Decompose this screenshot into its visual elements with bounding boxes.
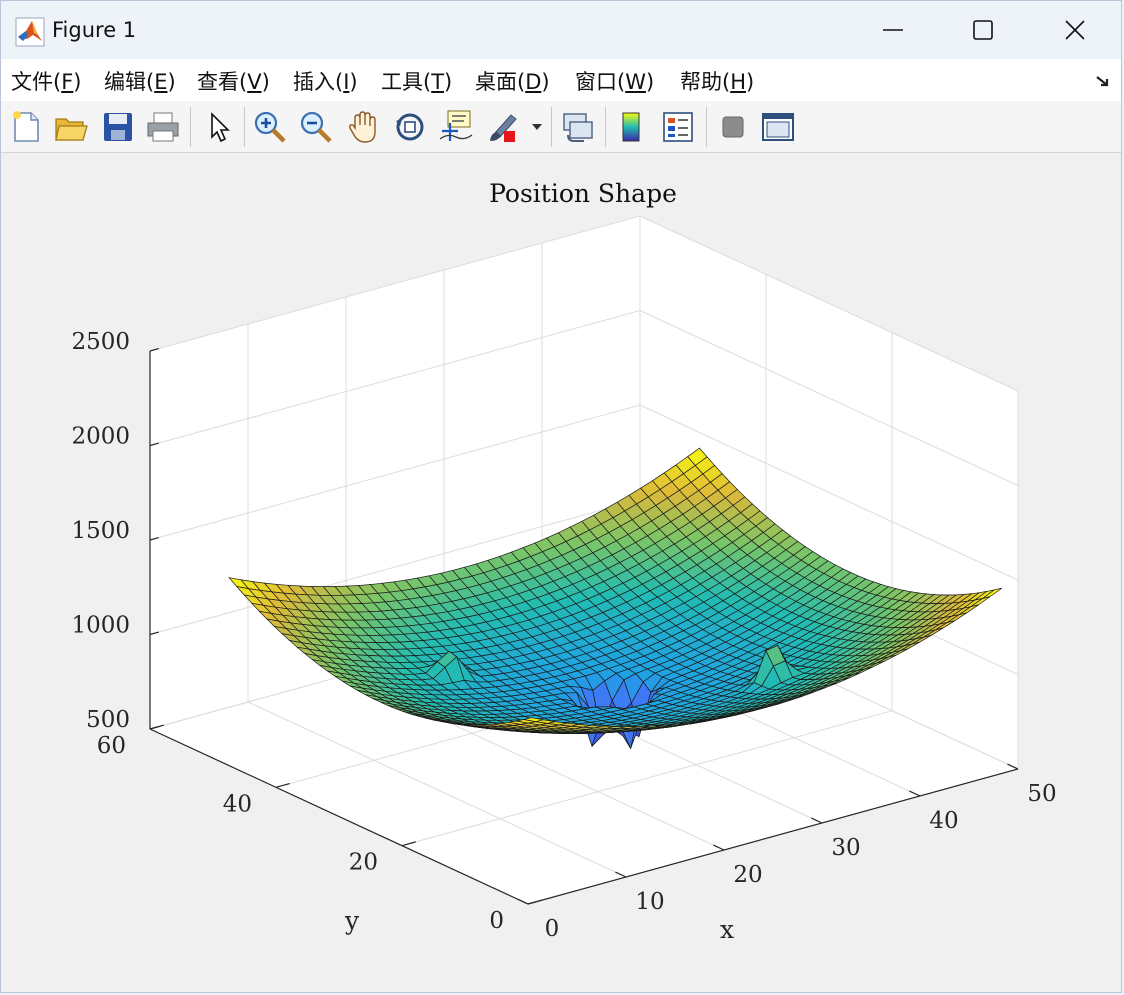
minimize-icon <box>883 29 903 31</box>
toolbar-separator <box>551 107 552 147</box>
toolbar-separator <box>190 107 191 147</box>
matlab-logo-icon <box>15 17 45 47</box>
pan-hand-icon[interactable] <box>346 109 382 145</box>
title-bar[interactable]: Figure 1 <box>1 1 1121 59</box>
brush-dropdown-icon[interactable] <box>527 109 547 145</box>
legend-icon[interactable] <box>660 109 696 145</box>
surface-patch <box>523 717 544 722</box>
dock-arrow-icon[interactable] <box>1093 71 1113 91</box>
toolbar-separator <box>605 107 606 147</box>
plot-title: Position Shape <box>489 179 677 208</box>
rotate-3d-icon[interactable] <box>392 109 428 145</box>
z-tick <box>149 442 159 447</box>
y-tick-label: 60 <box>97 733 126 759</box>
maximize-icon <box>973 20 993 40</box>
brush-icon[interactable] <box>485 109 521 145</box>
z-gridline <box>639 310 1019 486</box>
y-axis-label: y <box>344 906 360 935</box>
menu-window[interactable]: 窗口(W) <box>575 70 655 94</box>
z-tick-label: 1500 <box>71 518 130 544</box>
edit-plot-arrow-icon[interactable] <box>201 109 237 145</box>
y-gridline <box>401 710 893 847</box>
x-tick-label: 30 <box>831 835 860 861</box>
z-tick <box>149 347 159 352</box>
menu-tools[interactable]: 工具(T) <box>381 70 453 94</box>
y-tick-label: 20 <box>349 850 378 876</box>
x-axis-line <box>527 768 1019 905</box>
menu-file[interactable]: 文件(F) <box>11 70 82 94</box>
z-tick-label: 2000 <box>71 424 130 450</box>
z-gridline <box>149 310 641 446</box>
x-tick <box>517 898 529 905</box>
zoom-in-icon[interactable] <box>252 109 288 145</box>
minimize-button[interactable] <box>847 1 939 59</box>
link-plot-icon[interactable] <box>560 109 596 145</box>
z-tick <box>149 631 159 636</box>
z-gridline <box>639 215 1019 392</box>
y-axis-line <box>149 728 529 905</box>
x-tick <box>713 844 725 851</box>
hide-plot-tools-icon[interactable] <box>715 109 751 145</box>
z-gridline <box>149 499 641 635</box>
z-tick <box>149 536 159 541</box>
y-tick-label: 0 <box>489 908 504 934</box>
save-icon[interactable] <box>100 109 136 145</box>
menu-insert[interactable]: 插入(I) <box>293 70 358 94</box>
x-gridline <box>247 701 627 878</box>
z-tick-label: 500 <box>86 707 130 733</box>
figure-canvas[interactable]: 0 10 20 30 40 50 0 20 40 60 500 1000 1500 2000 2500 Po… <box>1 153 1121 992</box>
menu-desktop[interactable]: 桌面(D) <box>475 70 550 94</box>
x-tick <box>811 817 823 824</box>
z-tick-label: 2500 <box>71 329 130 355</box>
zoom-out-icon[interactable] <box>298 109 334 145</box>
print-icon[interactable] <box>145 109 181 145</box>
x-tick-label: 50 <box>1027 781 1056 807</box>
x-tick-label: 20 <box>733 862 762 888</box>
data-cursor-icon[interactable] <box>438 109 474 145</box>
x-tick-label: 10 <box>635 889 664 915</box>
maximize-button[interactable] <box>937 1 1029 59</box>
y-tick <box>275 782 290 788</box>
close-icon <box>1065 20 1085 40</box>
x-tick <box>615 871 627 878</box>
x-axis-label: x <box>720 915 734 944</box>
colorbar-icon[interactable] <box>614 109 650 145</box>
x-tick <box>1007 763 1019 770</box>
z-gridline <box>149 404 641 541</box>
menu-edit[interactable]: 编辑(E) <box>104 70 176 94</box>
z-gridline <box>639 404 1019 581</box>
close-button[interactable] <box>1029 1 1121 59</box>
z-tick-label: 1000 <box>71 613 130 639</box>
window-title: Figure 1 <box>52 18 137 42</box>
menu-help[interactable]: 帮助(H) <box>680 70 755 94</box>
menu-bar: 文件(F) 编辑(E) 查看(V) 插入(I) 工具(T) 桌面(D) 窗口(W… <box>1 59 1121 102</box>
x-tick-label: 40 <box>929 808 958 834</box>
new-figure-icon[interactable] <box>8 109 44 145</box>
toolbar-separator <box>244 107 245 147</box>
open-file-icon[interactable] <box>53 109 89 145</box>
y-tick <box>401 841 416 847</box>
x-tick-label: 0 <box>545 916 560 942</box>
figure-toolbar <box>1 101 1121 153</box>
y-tick <box>527 899 542 905</box>
y-tick-label: 40 <box>223 791 252 817</box>
menu-view[interactable]: 查看(V) <box>197 70 270 94</box>
show-plot-tools-icon[interactable] <box>760 109 796 145</box>
x-tick <box>909 790 921 797</box>
z-gridline <box>149 215 641 352</box>
surface-layer <box>228 447 1003 750</box>
z-tick <box>149 725 159 730</box>
toolbar-separator <box>706 107 707 147</box>
